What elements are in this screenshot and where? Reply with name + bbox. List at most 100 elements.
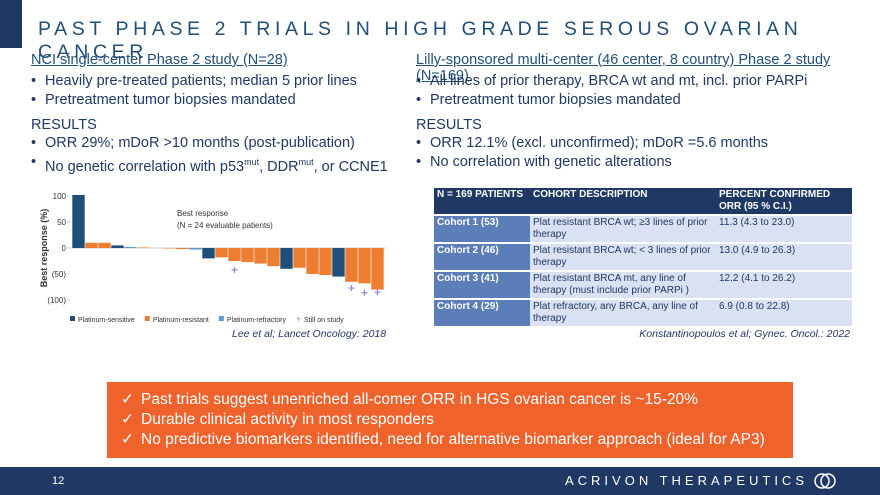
cell: 6.9 (0.8 to 22.8)	[716, 299, 852, 328]
callout-item: No predictive biomarkers identified, nee…	[121, 430, 793, 450]
bar	[254, 248, 267, 264]
bar	[293, 248, 306, 268]
bar	[306, 248, 319, 274]
company: ACRIVON THERAPEUTICS	[564, 473, 808, 488]
text: ORR 29%; mDoR >10 months (post-publicati…	[45, 135, 355, 151]
bar	[319, 248, 332, 276]
sup: mut	[298, 157, 314, 167]
marker	[361, 289, 368, 296]
bullet: ORR 12.1% (excl. unconfirmed); mDoR =5.6…	[416, 134, 768, 153]
bullets: All lines of prior therapy, BRCA wt and …	[416, 72, 807, 110]
bar	[163, 248, 176, 249]
y-tick-label: (50)	[52, 270, 67, 279]
bullet: Pretreatment tumor biopsies mandated	[31, 91, 357, 110]
marker	[374, 289, 381, 296]
logo	[814, 473, 836, 489]
bullet: No genetic correlation with p53mut, DDRm…	[31, 153, 388, 177]
callout-box: Past trials suggest unenriched all-comer…	[107, 382, 793, 458]
cell: Plat resistant BRCA wt; ≥3 lines of prio…	[530, 215, 716, 244]
callout-item: Past trials suggest unenriched all-comer…	[121, 390, 793, 410]
bar	[345, 248, 358, 282]
legend-label: Platinum-refractory	[227, 317, 287, 324]
text: , DDR	[259, 158, 299, 175]
cell: Plat resistant BRCA wt; < 3 lines of pri…	[530, 243, 716, 272]
row: Cohort 4 (29) Plat refractory, any BRCA, …	[434, 299, 852, 328]
chart: 100 50 0 (50) (100) Best response (%) Best res…	[39, 192, 386, 324]
page-number: 12	[52, 475, 65, 487]
cell: Plat refractory, any BRCA, any line of t…	[530, 299, 716, 328]
row: Cohort 3 (41) Plat resistant BRCA mt, any…	[434, 271, 852, 300]
legend-label: Still on study	[304, 317, 344, 324]
row: Cohort 2 (46) Plat resistant BRCA wt; < 3…	[434, 243, 852, 272]
bar	[228, 248, 241, 261]
bar	[280, 248, 293, 269]
legend-swatch	[218, 316, 224, 321]
bar	[111, 245, 124, 248]
annotation: Best response	[177, 209, 229, 218]
bar	[72, 194, 85, 248]
footer: 12 ACRIVON THERAPEUTICS	[0, 467, 880, 495]
legend-label: Platinum-resistant	[153, 317, 209, 324]
y-tick-label: 100	[53, 192, 67, 201]
bar	[124, 246, 137, 248]
callout-item: Durable clinical activity in most respon…	[121, 410, 793, 430]
cell: Cohort 1 (53)	[434, 215, 530, 244]
y-axis-label: Best response (%)	[39, 209, 49, 288]
marker	[231, 266, 238, 273]
callout: Past trials suggest unenriched all-comer…	[121, 390, 793, 450]
bar	[202, 248, 215, 259]
header-cell: N = 169 PATIENTS	[434, 188, 530, 216]
table: N = 169 PATIENTS COHORT DESCRIPTION PERCEN…	[434, 188, 852, 328]
bar	[215, 248, 228, 258]
cell: Cohort 4 (29)	[434, 299, 530, 328]
results-heading: RESULTS	[416, 117, 482, 133]
header-cell: COHORT DESCRIPTION	[530, 188, 716, 216]
y-tick-label: (100)	[47, 296, 66, 305]
bar	[137, 247, 150, 248]
title: PAST PHASE 2 TRIALS IN HIGH GRADE SEROUS…	[38, 18, 803, 63]
results: ORR 12.1% (excl. unconfirmed); mDoR =5.6…	[416, 134, 768, 172]
bar	[98, 242, 111, 248]
y-tick-label: 0	[62, 244, 67, 253]
cell: Plat resistant BRCA mt, any line of ther…	[530, 271, 716, 300]
bar	[241, 248, 254, 263]
bullet: All lines of prior therapy, BRCA wt and …	[416, 72, 807, 91]
cell: 13.0 (4.9 to 26.3)	[716, 243, 852, 272]
text: , or CCNE1	[313, 158, 388, 175]
legend-marker: +	[296, 314, 301, 324]
annotation: (N = 24 evaluable patients)	[177, 221, 273, 230]
corner-block	[0, 0, 22, 48]
legend-swatch	[70, 316, 75, 321]
cell: 12.2 (4.1 to 26.2)	[716, 271, 852, 300]
legend-swatch	[144, 316, 150, 321]
text: No genetic correlation with p53	[45, 158, 245, 175]
y-tick-label: 50	[57, 218, 66, 227]
legend-label: Platinum-sensitive	[78, 317, 135, 324]
bullet: Heavily pre-treated patients; median 5 p…	[31, 72, 357, 91]
header-row: N = 169 PATIENTS COHORT DESCRIPTION PERCEN…	[434, 188, 852, 216]
results-heading: RESULTS	[31, 117, 97, 133]
bullets: Heavily pre-treated patients; median 5 p…	[31, 72, 357, 110]
bar	[189, 248, 202, 250]
cell: Cohort 3 (41)	[434, 271, 530, 300]
bullet: Pretreatment tumor biopsies mandated	[416, 91, 807, 110]
bar	[358, 248, 371, 284]
bullet: ORR 29%; mDoR >10 months (post-publicati…	[31, 134, 388, 153]
results: ORR 29%; mDoR >10 months (post-publicati…	[31, 134, 388, 177]
bar	[176, 248, 189, 250]
row: Cohort 1 (53) Plat resistant BRCA wt; ≥3 …	[434, 215, 852, 244]
bullet: No correlation with genetic alterations	[416, 153, 768, 172]
cell: 11.3 (4.3 to 23.0)	[716, 215, 852, 244]
marker	[348, 285, 355, 292]
bar	[332, 248, 345, 277]
citation: Lee et al; Lancet Oncology: 2018	[232, 328, 387, 340]
bar	[371, 248, 384, 290]
header-cell: PERCENT CONFIRMED ORR (95 % C.I.)	[716, 188, 852, 216]
bar	[267, 248, 280, 267]
sup: mut	[244, 157, 260, 167]
heading: NCI single-center Phase 2 study (N=28)	[31, 52, 288, 68]
cell: Cohort 2 (46)	[434, 243, 530, 272]
citation: Konstantinopoulos et al; Gynec. Oncol.: …	[639, 328, 850, 340]
bar	[85, 242, 98, 248]
